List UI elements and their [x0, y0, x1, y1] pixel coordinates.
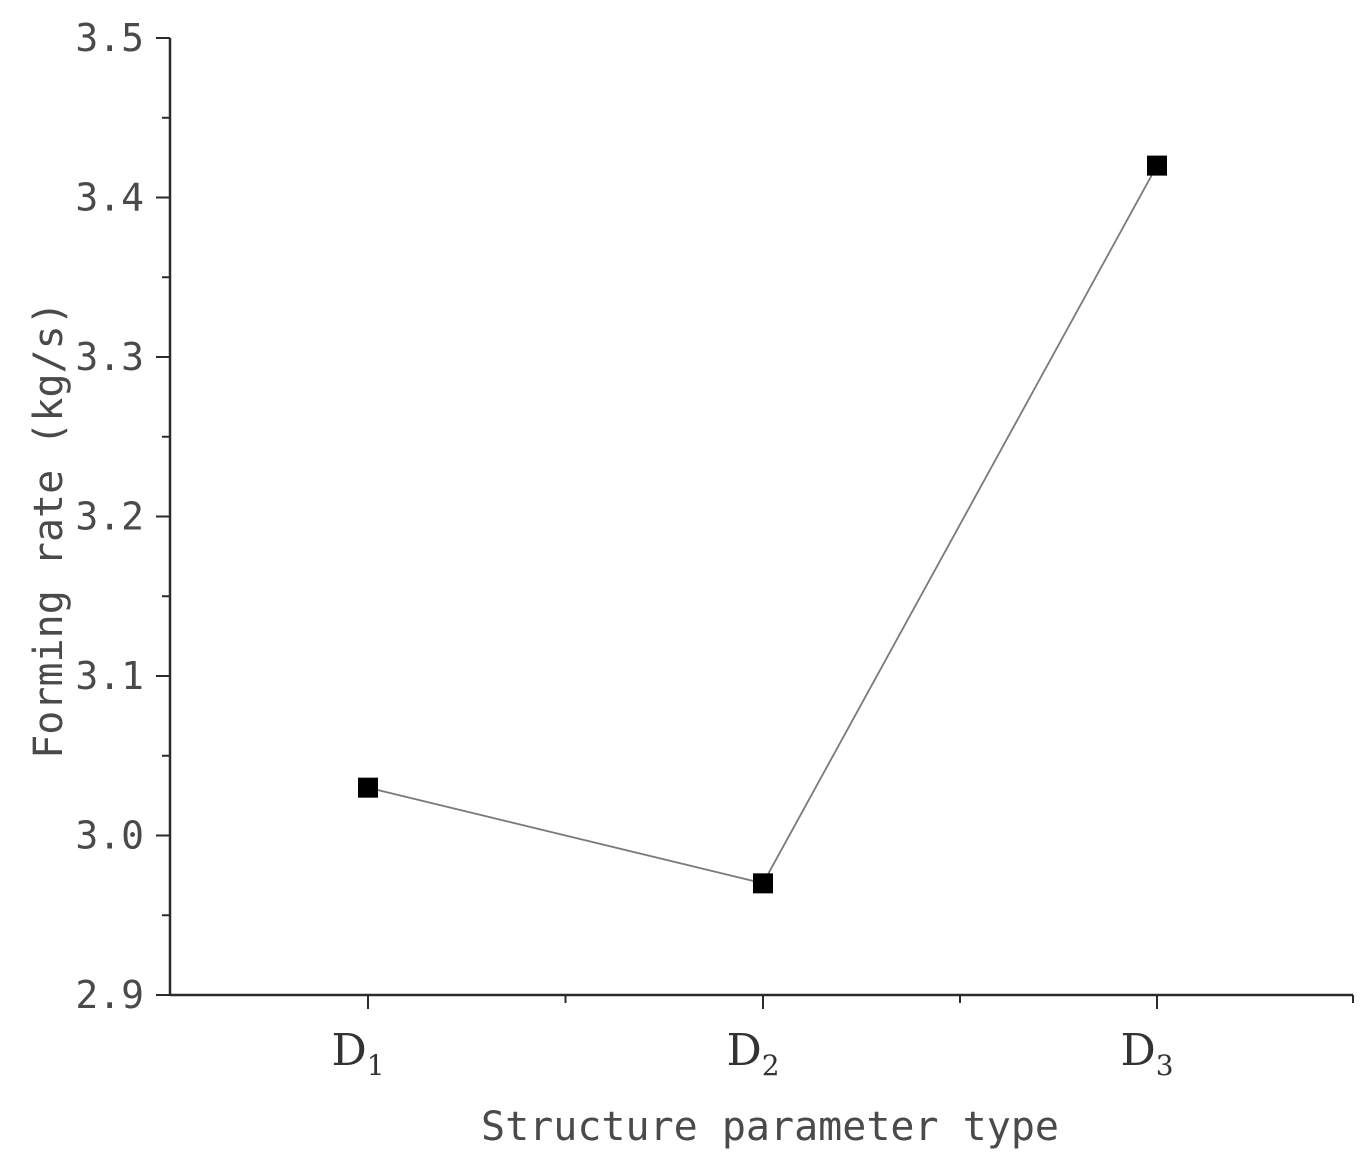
y-tick-label: 3.3	[75, 335, 144, 379]
x-axis-title: Structure parameter type	[481, 1104, 1059, 1150]
y-ticks: 2.9 3.0 3.1 3.2 3.3 3.4 3.5	[75, 16, 170, 1017]
series	[358, 155, 1167, 894]
data-point-marker	[358, 777, 378, 798]
axes	[168, 38, 1353, 997]
y-tick-label: 2.9	[75, 973, 144, 1017]
y-tick-label: 3.4	[75, 176, 144, 220]
x-tick-label: D3	[1120, 1025, 1173, 1082]
y-tick-label: 3.0	[75, 814, 144, 858]
x-tick-label: D1	[331, 1025, 384, 1082]
y-tick-label: 3.1	[75, 654, 144, 698]
x-tick-label: D2	[726, 1025, 779, 1082]
x-ticks: D1 D2 D3	[331, 995, 1354, 1082]
data-point-marker	[1147, 155, 1167, 176]
y-axis-title: Forming rate (kg/s)	[26, 301, 72, 759]
series-line	[367, 165, 1158, 885]
data-point-marker	[753, 873, 773, 894]
y-tick-label: 3.2	[75, 495, 144, 539]
y-tick-label: 3.5	[75, 16, 144, 60]
